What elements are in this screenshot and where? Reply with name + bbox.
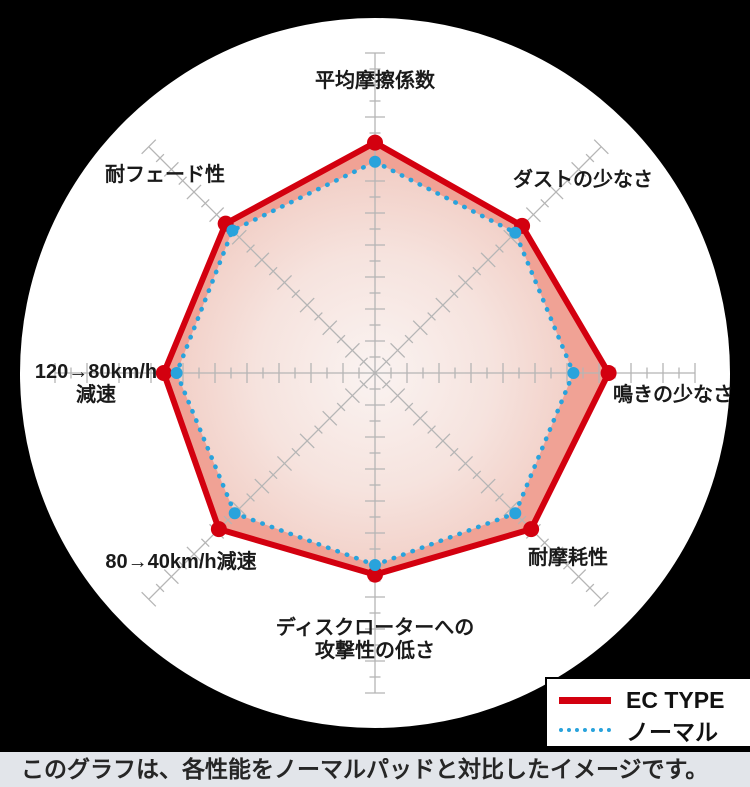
axis-label-120-80-deceleration: 120→80km/h 減速: [34, 361, 158, 406]
legend-box: EC TYPE ノーマル: [545, 677, 750, 748]
axis-label-low-dust: ダストの少なさ: [513, 169, 653, 191]
axis-label-fade-resistance: 耐フェード性: [105, 164, 225, 186]
axis-label-wear-resistance: 耐摩耗性: [528, 547, 608, 569]
caption-text: このグラフは、各性能をノーマルパッドと対比したイメージです。: [21, 756, 709, 782]
normal-dotted-line-swatch-icon: [559, 727, 611, 732]
axis-label-80-40-deceleration: 80→40km/h減速: [105, 551, 257, 573]
radar-series-lines: [155, 134, 617, 583]
legend-label-normal: ノーマル: [626, 718, 718, 745]
legend-label-ec-type: EC TYPE: [626, 687, 725, 713]
axis-label-low-squeal: 鳴きの少なさ: [613, 384, 733, 406]
ec-type-line-swatch-icon: [559, 697, 611, 704]
legend-item-normal: ノーマル: [559, 715, 750, 745]
caption-bar: このグラフは、各性能をノーマルパッドと対比したイメージです。: [0, 752, 750, 787]
radar-axes-grid: [54, 52, 696, 694]
axis-label-average-friction: 平均摩擦係数: [315, 70, 435, 92]
axis-label-rotor-friendliness: ディスクローターへの 攻撃性の低さ: [275, 617, 475, 662]
legend-item-ec-type: EC TYPE: [559, 686, 750, 715]
